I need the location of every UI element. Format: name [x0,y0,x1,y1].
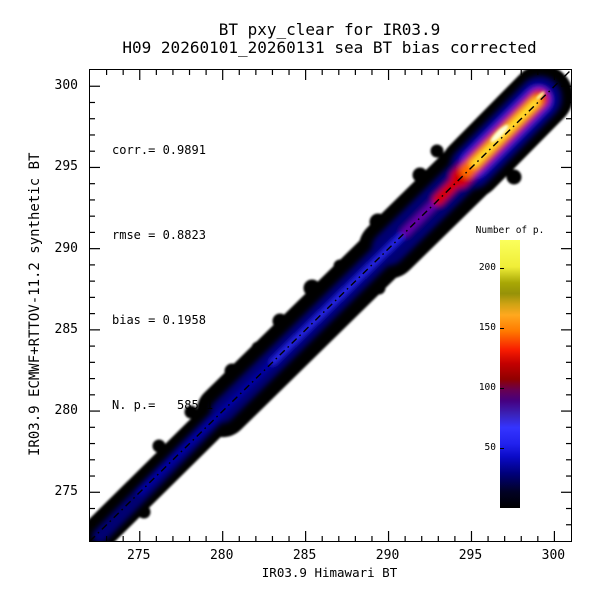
x-tick-label: 295 [458,548,483,563]
x-tick-label: 275 [127,548,151,563]
chart-subtitle: H09 20260101_20260131 sea BT bias correc… [122,38,537,57]
colorbar-tick-mark [500,267,504,269]
x-tick-label: 290 [375,548,400,563]
colorbar-tick-label: 150 [478,321,496,333]
stat-corr: corr.= 0.9891 [112,142,206,157]
x-axis-label: IR03.9 Himawari BT [261,565,398,580]
x-tick-label: 285 [292,548,317,563]
stat-npoints: N. p.= 58541 [112,398,214,413]
colorbar-tick-label: 50 [484,441,496,453]
axis-ticks [90,70,571,541]
plot-area [89,69,572,542]
y-tick-label: 285 [54,321,78,337]
chart-title: BT pxy_clear for IR03.9 [218,20,441,39]
colorbar-tick-mark [500,327,504,329]
density-band [90,70,571,541]
stat-rmse: rmse = 0.8823 [112,228,206,243]
stat-bias: bias = 0.1958 [112,313,206,328]
statistics-block: corr.= 0.9891 rmse = 0.8823 bias = 0.195… [112,79,213,477]
identity-line [90,70,571,541]
colorbar-tick-label: 100 [478,381,496,393]
density-peak [490,91,545,143]
x-tick-label: 280 [209,548,234,563]
y-tick-label: 300 [54,78,78,94]
y-tick-label: 295 [54,159,78,175]
y-tick-label: 290 [54,240,78,256]
colorbar-tick-mark [500,387,504,389]
colorbar-title: Number of p. [475,225,545,236]
colorbar-tick-label: 200 [478,261,496,273]
y-axis-label: IR03.9 ECMWF+RTTOV-11.2 synthetic BT [27,152,43,457]
y-tick-label: 275 [54,484,78,500]
y-tick-label: 280 [54,403,78,419]
colorbar-tick-mark [500,447,504,449]
x-tick-label: 300 [541,548,566,563]
colorbar [500,240,520,508]
